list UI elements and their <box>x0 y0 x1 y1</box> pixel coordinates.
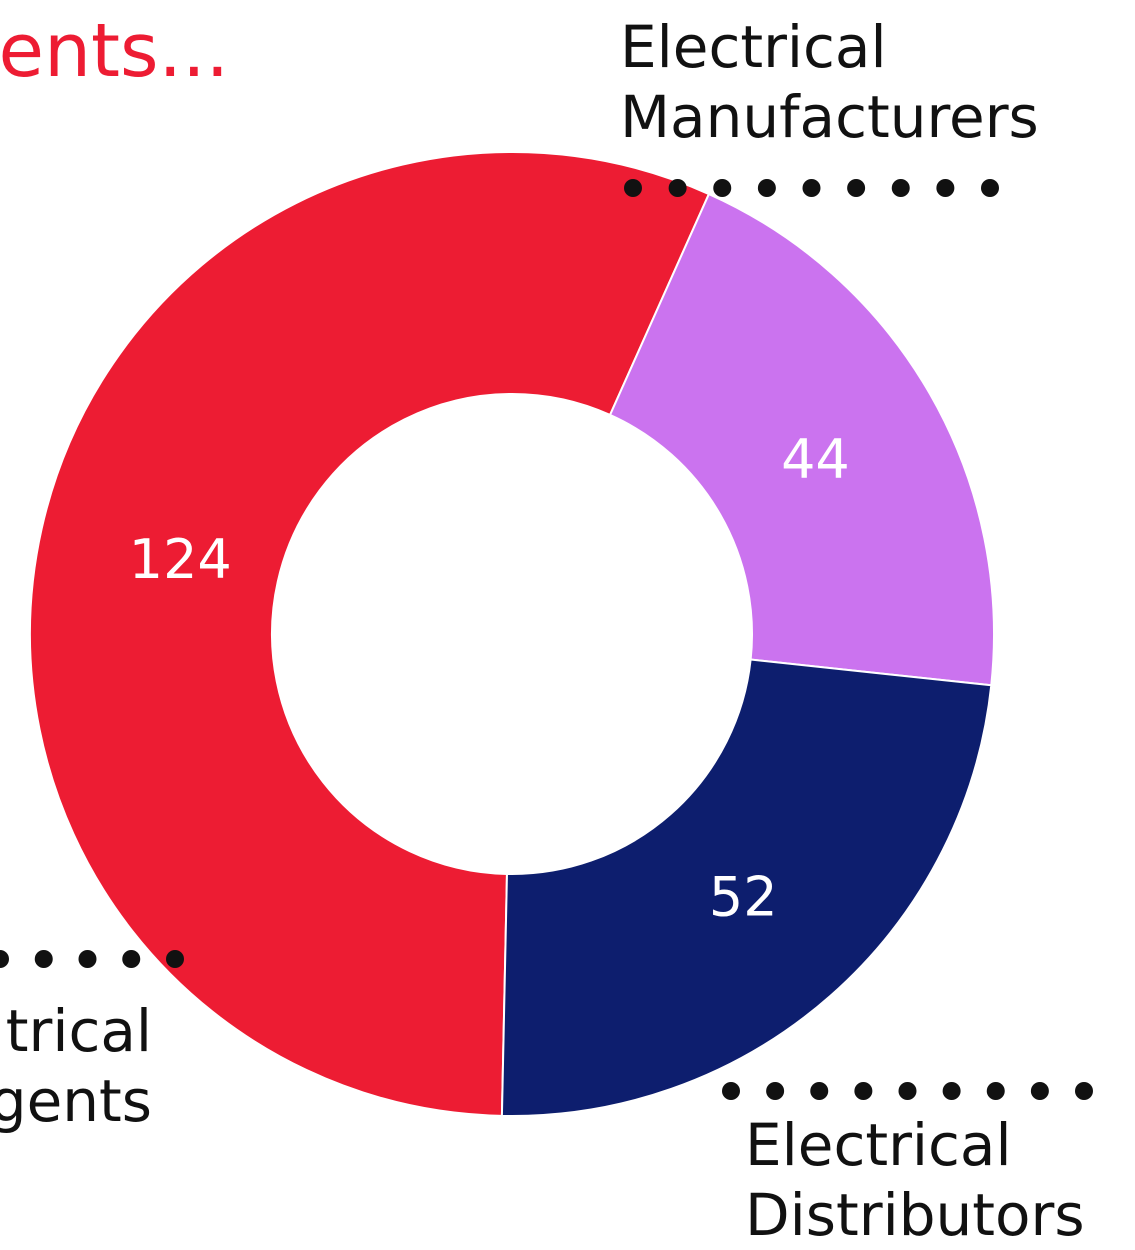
leader-dot <box>624 179 642 197</box>
leader-dot <box>898 1082 917 1100</box>
leader-dot <box>166 950 184 968</box>
category-label-distributors-line-2: Distributors <box>745 1181 1085 1249</box>
leader-dot <box>0 950 9 968</box>
leader-dot <box>847 179 866 197</box>
leader-dot <box>986 1082 1005 1100</box>
category-label-agents-line-2: gents <box>0 1067 152 1135</box>
category-label-distributors-line-1: Electrical <box>745 1111 1012 1179</box>
leader-dot <box>1075 1082 1093 1100</box>
leader-dot <box>757 179 776 197</box>
leader-dot <box>34 950 53 968</box>
slice-manufacturers <box>28 151 711 1117</box>
leader-dot <box>122 950 141 968</box>
value-label-manufacturers: 124 <box>129 528 232 591</box>
leader-dots-distributors <box>722 1082 1093 1100</box>
chart-title-fragment: sents... <box>0 8 230 94</box>
category-label-agents-line-1: trical <box>5 997 152 1065</box>
leader-dot <box>668 179 687 197</box>
category-label-distributors: Electrical Distributors <box>745 1110 1085 1250</box>
leader-dot <box>713 179 732 197</box>
leader-dot <box>891 179 910 197</box>
leader-dots-manufacturers <box>624 179 999 197</box>
slice-distributors <box>608 192 995 687</box>
leader-dot <box>1030 1082 1049 1100</box>
leader-dot <box>942 1082 961 1100</box>
leader-dot <box>766 1082 785 1100</box>
category-label-manufacturers-line-2: Manufacturers <box>620 83 1039 151</box>
leader-dot <box>810 1082 829 1100</box>
value-label-agents: 52 <box>709 865 778 928</box>
slice-agents <box>500 658 993 1117</box>
category-label-manufacturers: Electrical Manufacturers <box>620 12 1039 152</box>
value-label-distributors: 44 <box>781 428 850 491</box>
leader-dot <box>802 179 821 197</box>
leader-dot <box>936 179 955 197</box>
leader-dot <box>78 950 97 968</box>
category-label-agents: trical gents <box>0 996 152 1136</box>
leader-dot <box>854 1082 873 1100</box>
leader-dot <box>722 1082 740 1100</box>
leader-dots-agents <box>0 950 184 968</box>
leader-dot <box>981 179 999 197</box>
category-label-manufacturers-line-1: Electrical <box>620 13 887 81</box>
